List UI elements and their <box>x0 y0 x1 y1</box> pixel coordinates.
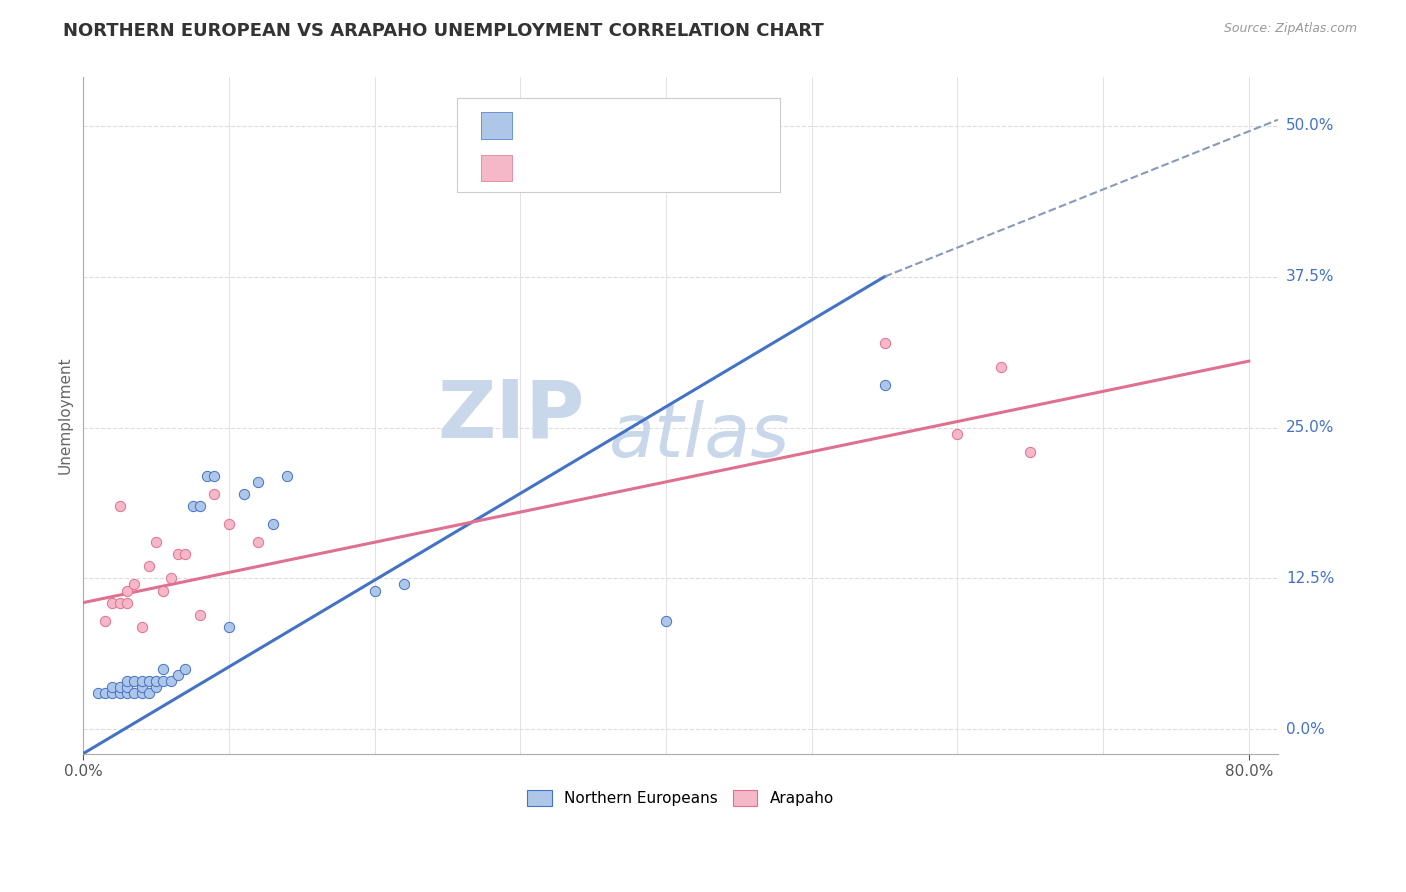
Text: atlas: atlas <box>609 400 790 472</box>
Point <box>115 583 138 598</box>
Text: 0.0%: 0.0% <box>1286 722 1324 737</box>
Point <box>101 596 124 610</box>
Point <box>174 547 197 561</box>
Point <box>276 468 298 483</box>
Point <box>152 662 174 676</box>
Text: R = 0.773: R = 0.773 <box>520 161 600 176</box>
Point <box>232 487 254 501</box>
Point <box>115 596 138 610</box>
Text: N = 36: N = 36 <box>643 118 699 133</box>
Point <box>174 662 197 676</box>
Text: 12.5%: 12.5% <box>1286 571 1334 586</box>
Point <box>108 686 131 700</box>
Point <box>159 571 181 585</box>
Point <box>131 674 153 689</box>
Point <box>145 674 167 689</box>
Point <box>108 596 131 610</box>
Point <box>195 468 218 483</box>
Point <box>131 686 153 700</box>
Point <box>115 686 138 700</box>
Legend: Northern Europeans, Arapaho: Northern Europeans, Arapaho <box>520 782 842 814</box>
Point <box>101 680 124 694</box>
Point <box>188 499 211 513</box>
Point <box>138 559 160 574</box>
Point <box>131 680 153 694</box>
Text: Source: ZipAtlas.com: Source: ZipAtlas.com <box>1223 22 1357 36</box>
Point <box>188 607 211 622</box>
Text: ZIP: ZIP <box>437 376 585 455</box>
Point <box>124 686 146 700</box>
Point <box>873 378 896 392</box>
Text: 25.0%: 25.0% <box>1286 420 1334 435</box>
Point <box>124 674 146 689</box>
Point <box>145 535 167 549</box>
Point <box>159 674 181 689</box>
Point <box>262 517 284 532</box>
Point <box>167 547 190 561</box>
Point <box>108 499 131 513</box>
Point <box>131 620 153 634</box>
Point <box>218 620 240 634</box>
Point <box>138 674 160 689</box>
Text: 50.0%: 50.0% <box>1286 119 1334 133</box>
Point <box>87 686 110 700</box>
Point <box>655 614 678 628</box>
Point <box>115 680 138 694</box>
Point <box>115 674 138 689</box>
Point <box>101 686 124 700</box>
Point <box>108 680 131 694</box>
Point <box>145 680 167 694</box>
Point <box>94 686 117 700</box>
Point <box>152 583 174 598</box>
Point <box>1019 444 1042 458</box>
Point <box>124 577 146 591</box>
Text: R = 0.587: R = 0.587 <box>520 118 600 133</box>
Point <box>990 360 1012 375</box>
Point <box>94 614 117 628</box>
Point <box>152 674 174 689</box>
Point <box>218 517 240 532</box>
Y-axis label: Unemployment: Unemployment <box>58 357 72 475</box>
Text: N = 22: N = 22 <box>643 161 699 176</box>
Point <box>167 668 190 682</box>
Text: NORTHERN EUROPEAN VS ARAPAHO UNEMPLOYMENT CORRELATION CHART: NORTHERN EUROPEAN VS ARAPAHO UNEMPLOYMEN… <box>63 22 824 40</box>
Point <box>946 426 969 441</box>
Point <box>202 487 225 501</box>
Point <box>363 583 385 598</box>
Point <box>247 475 270 489</box>
Text: 37.5%: 37.5% <box>1286 269 1334 285</box>
Point <box>873 336 896 351</box>
Point <box>202 468 225 483</box>
Point <box>392 577 415 591</box>
Point <box>181 499 204 513</box>
Point <box>138 686 160 700</box>
Point <box>247 535 270 549</box>
